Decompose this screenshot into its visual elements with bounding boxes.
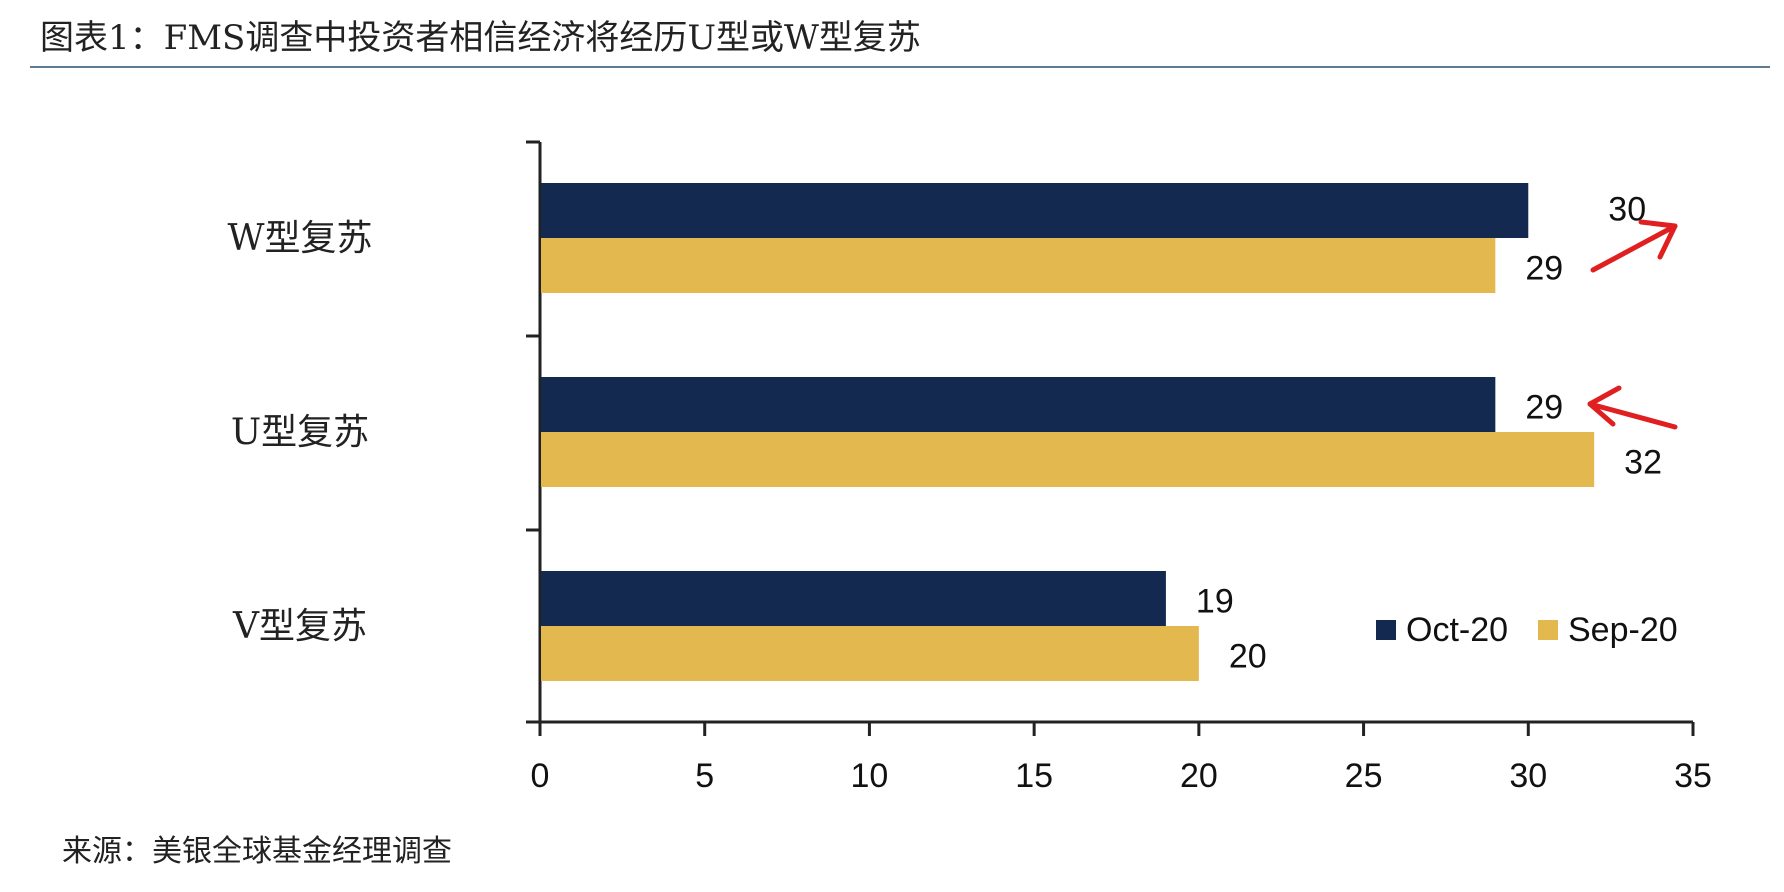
category-label: W型复苏 bbox=[227, 218, 372, 259]
data-label: 32 bbox=[1624, 444, 1662, 482]
data-label: 20 bbox=[1229, 638, 1267, 676]
x-tick-label: 20 bbox=[1180, 757, 1218, 795]
data-label: 29 bbox=[1525, 250, 1563, 288]
legend-swatch-oct-20 bbox=[1376, 620, 1396, 640]
bar-oct-20 bbox=[541, 571, 1166, 626]
title-divider bbox=[30, 66, 1770, 68]
x-tick-label: 10 bbox=[851, 757, 889, 795]
bar-oct-20 bbox=[541, 377, 1496, 432]
category-label: V型复苏 bbox=[232, 606, 367, 647]
data-label: 29 bbox=[1525, 389, 1563, 427]
bar-oct-20 bbox=[541, 183, 1529, 238]
page-title: 图表1：FMS调查中投资者相信经济将经历U型或W型复苏 bbox=[40, 18, 921, 58]
x-tick-label: 25 bbox=[1345, 757, 1383, 795]
x-tick-label: 15 bbox=[1015, 757, 1053, 795]
annotation-arrow-left bbox=[1587, 401, 1678, 430]
x-tick-label: 30 bbox=[1509, 757, 1547, 795]
annotation-arrowhead bbox=[1638, 219, 1678, 260]
bar-sep-20 bbox=[541, 432, 1595, 487]
bar-sep-20 bbox=[541, 626, 1199, 681]
x-tick-label: 0 bbox=[531, 757, 550, 795]
x-tick-label: 35 bbox=[1674, 757, 1712, 795]
annotation-arrow-up-right bbox=[1590, 223, 1678, 273]
source-note: 来源：美银全球基金经理调查 bbox=[62, 834, 452, 869]
data-label: 19 bbox=[1196, 583, 1234, 621]
legend-label: Oct-20 bbox=[1406, 611, 1508, 649]
category-label: U型复苏 bbox=[231, 412, 369, 453]
x-tick-label: 5 bbox=[695, 757, 714, 795]
bar-sep-20 bbox=[541, 238, 1496, 293]
annotation-arrowhead bbox=[1587, 385, 1622, 427]
legend-swatch-sep-20 bbox=[1538, 620, 1558, 640]
legend-label: Sep-20 bbox=[1568, 611, 1678, 649]
